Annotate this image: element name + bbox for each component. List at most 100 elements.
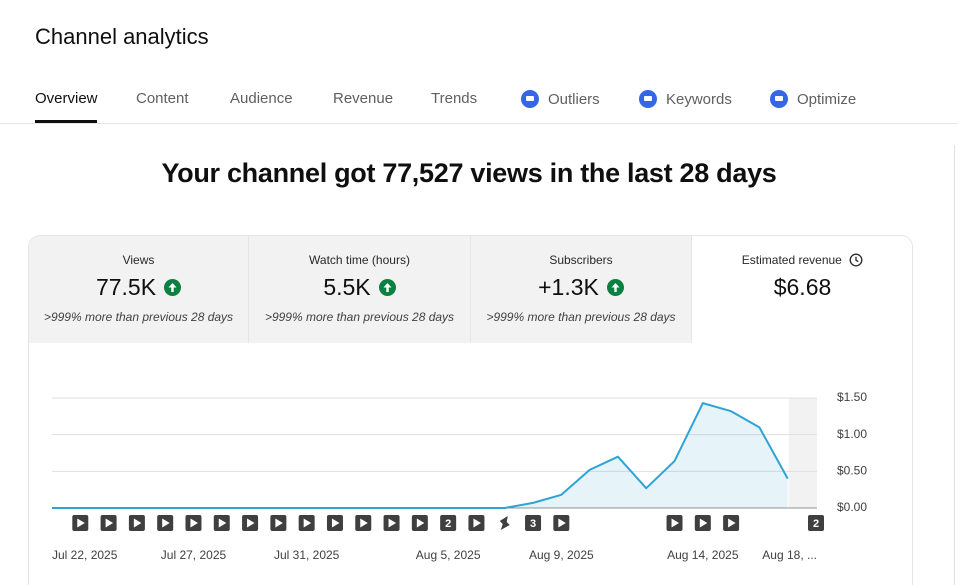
y-tick-label: $0.50 <box>837 464 867 478</box>
upload-marker[interactable] <box>694 515 711 531</box>
marker-box <box>808 515 824 531</box>
tab[interactable]: Overview <box>35 90 98 107</box>
play-icon <box>728 518 736 528</box>
line <box>52 402 789 509</box>
card-value: 5.5K <box>323 274 371 300</box>
upload-marker[interactable]: 3 <box>525 515 542 531</box>
divider <box>0 123 958 124</box>
x-tick-label: Jul 27, 2025 <box>161 548 227 562</box>
divider <box>954 145 955 585</box>
card-title: Views <box>122 253 155 267</box>
tab-icon <box>770 90 788 108</box>
upload-marker[interactable] <box>128 515 145 531</box>
tab[interactable]: Revenue <box>333 90 394 107</box>
tab[interactable]: Trends <box>431 90 478 107</box>
upload-marker[interactable] <box>666 515 683 531</box>
card-value: 77.5K <box>95 274 157 300</box>
chart: $0.00 $0.50 $1.00 $1.50 2 3 2 Jul 22, 2025 Jul 2… <box>52 390 867 562</box>
play-icon <box>558 518 566 528</box>
play-icon <box>360 518 368 528</box>
tab[interactable]: Content <box>136 90 189 107</box>
play-icon <box>190 518 198 528</box>
play-icon <box>473 518 481 528</box>
play-icon <box>699 518 708 528</box>
x-tick-label: Aug 5, 2025 <box>416 548 481 562</box>
marker-box <box>440 515 457 531</box>
trend-up-icon <box>378 279 396 296</box>
metric-card[interactable]: Estimated revenue $6.68 <box>692 236 912 343</box>
tab[interactable]: Keywords <box>639 90 732 108</box>
tab-icon <box>521 90 539 108</box>
upload-marker[interactable] <box>157 515 174 531</box>
shorts-icon <box>499 516 510 530</box>
upload-marker[interactable] <box>100 515 117 531</box>
upload-marker[interactable] <box>72 515 89 531</box>
card-value: +1.3K <box>538 274 599 300</box>
play-icon <box>388 518 397 528</box>
tab[interactable]: Optimize <box>770 90 856 108</box>
card-value: $6.68 <box>773 274 832 300</box>
trend-up-icon <box>606 279 624 296</box>
marker-count: 2 <box>445 518 451 530</box>
marker-count: 2 <box>813 518 819 530</box>
headline: Your channel got 77,527 views in the las… <box>161 158 777 188</box>
card-title-text: Estimated revenue <box>741 253 842 267</box>
play-icon <box>275 518 283 528</box>
y-tick-label: $0.00 <box>837 500 867 514</box>
upload-marker[interactable] <box>411 515 428 531</box>
upload-marker[interactable]: 2 <box>440 515 457 531</box>
page-title: Channel analytics <box>35 24 209 49</box>
marker-count: 3 <box>530 518 536 530</box>
upload-marker[interactable] <box>298 515 315 531</box>
play-icon <box>105 518 114 528</box>
upload-marker[interactable] <box>553 515 570 531</box>
x-tick-label: Aug 9, 2025 <box>529 548 594 562</box>
card-note: >999% more than previous 28 days <box>43 310 234 324</box>
card-title: Watch time (hours) <box>309 253 410 267</box>
upload-marker[interactable] <box>242 515 259 531</box>
x-tick-label: Jul 31, 2025 <box>274 548 340 562</box>
play-icon <box>133 518 142 528</box>
play-icon <box>247 518 255 528</box>
play-icon <box>671 518 680 528</box>
upload-marker[interactable] <box>355 515 372 531</box>
tab[interactable]: Outliers <box>521 90 600 108</box>
upload-marker[interactable] <box>270 515 287 531</box>
tab-icon <box>639 90 657 108</box>
tab[interactable]: Audience <box>230 90 293 107</box>
partial-data-shade <box>788 398 817 508</box>
play-icon <box>162 518 170 528</box>
tab-label: Keywords <box>666 90 732 108</box>
play-icon <box>303 518 312 528</box>
x-tick-label: Aug 18, ... <box>762 548 817 562</box>
upload-marker[interactable]: 2 <box>808 515 824 531</box>
trend-up-icon <box>164 279 182 296</box>
tab-underline <box>35 120 97 123</box>
play-icon <box>416 518 425 528</box>
upload-marker[interactable] <box>497 515 513 531</box>
play-icon <box>218 518 227 528</box>
upload-marker[interactable] <box>213 515 230 531</box>
play-icon <box>331 518 340 528</box>
upload-marker[interactable] <box>185 515 202 531</box>
y-tick-label: $1.00 <box>837 427 867 441</box>
tab-label: Outliers <box>548 90 600 108</box>
upload-marker[interactable] <box>326 515 343 531</box>
upload-marker[interactable] <box>468 515 485 531</box>
area <box>52 403 788 508</box>
metric-card[interactable]: Watch time (hours) 5.5K >999% more than … <box>249 236 471 343</box>
metrics-panel: Views 77.5K >999% more than previous 28 … <box>28 235 913 585</box>
clock-icon <box>849 253 863 267</box>
tab-label: Optimize <box>797 90 857 108</box>
card-title: Estimated revenue <box>692 253 912 267</box>
metric-card[interactable]: Subscribers +1.3K >999% more than previo… <box>471 236 692 343</box>
card-note: >999% more than previous 28 days <box>486 310 676 324</box>
card-note: >999% more than previous 28 days <box>264 310 455 324</box>
y-tick-label: $1.50 <box>837 390 867 404</box>
upload-marker[interactable] <box>383 515 400 531</box>
metric-card[interactable]: Views 77.5K >999% more than previous 28 … <box>29 236 249 343</box>
marker-box <box>525 515 542 531</box>
x-tick-label: Aug 14, 2025 <box>667 548 739 562</box>
upload-marker[interactable] <box>723 515 740 531</box>
